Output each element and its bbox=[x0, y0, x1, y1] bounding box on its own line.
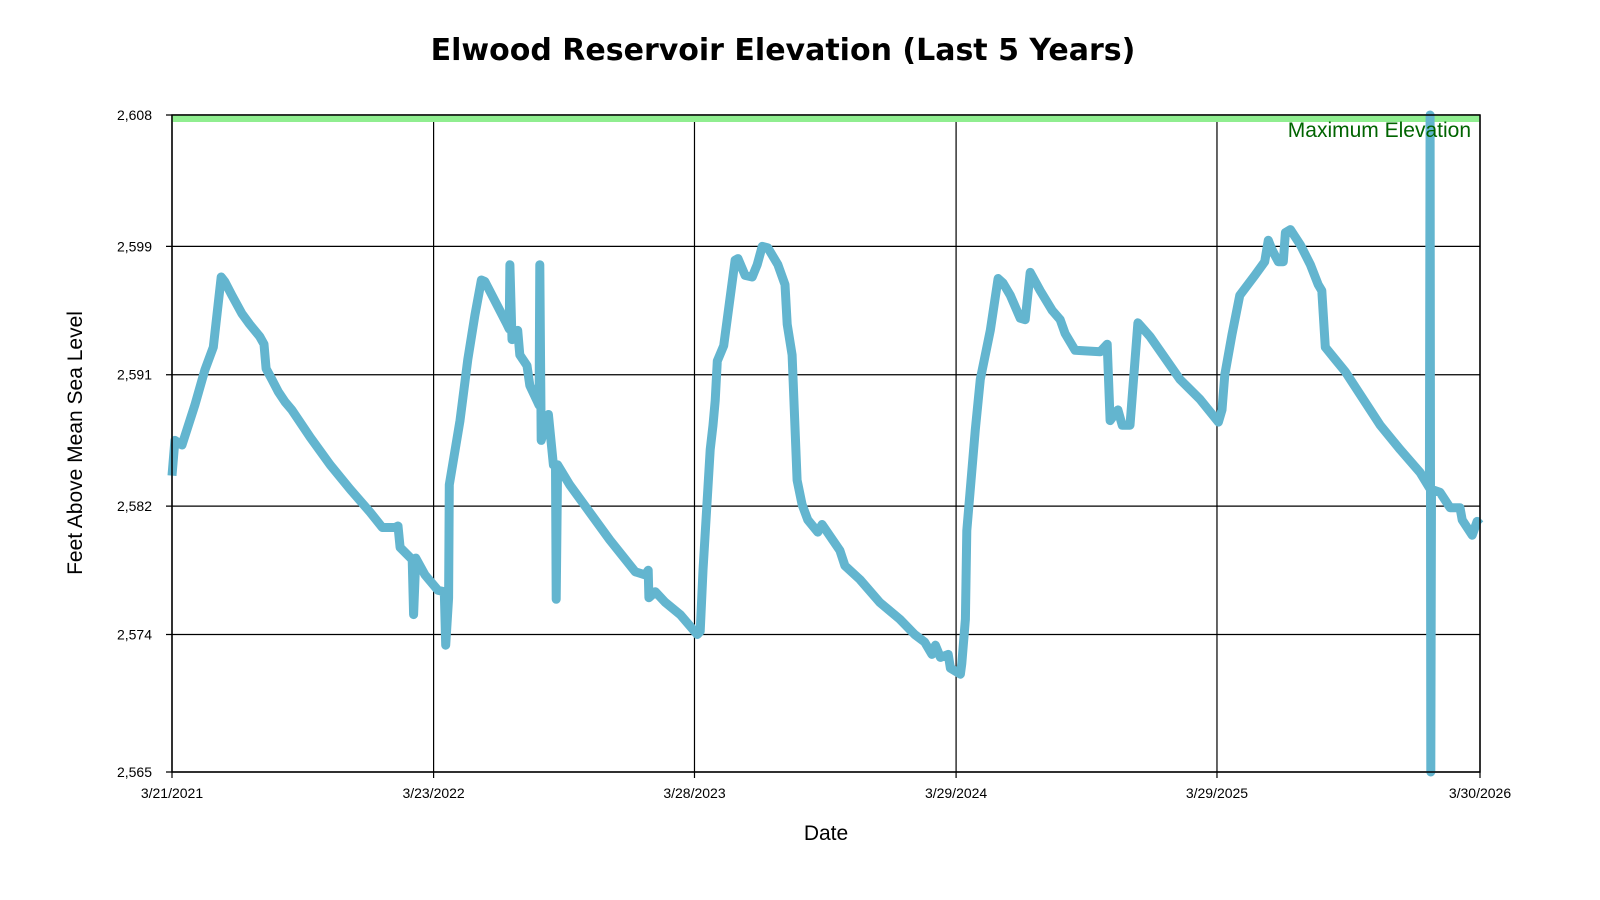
y-tick-label: 2,591 bbox=[117, 367, 152, 383]
y-axis-ticks: 2,565 2,574 2,582 2,591 2,599 2,608 bbox=[117, 107, 152, 780]
x-axis-ticks: 3/21/2021 3/23/2022 3/28/2023 3/29/2024 3/29… bbox=[141, 785, 1511, 801]
x-tick-label: 3/23/2022 bbox=[402, 785, 464, 801]
maximum-elevation-label: Maximum Elevation bbox=[1288, 119, 1471, 142]
x-tick-label: 3/28/2023 bbox=[663, 785, 725, 801]
x-tick-label: 3/30/2026 bbox=[1449, 785, 1511, 801]
y-tick-label: 2,574 bbox=[117, 626, 152, 642]
elevation-series-line bbox=[167, 110, 1484, 777]
y-tick-label: 2,582 bbox=[117, 498, 152, 514]
x-tick-label: 3/29/2024 bbox=[925, 785, 987, 801]
x-tick-label: 3/29/2025 bbox=[1186, 785, 1248, 801]
x-tick-label: 3/21/2021 bbox=[141, 785, 203, 801]
grid bbox=[166, 114, 1481, 778]
y-tick-label: 2,565 bbox=[117, 764, 152, 780]
chart-title: Elwood Reservoir Elevation (Last 5 Years… bbox=[431, 33, 1136, 68]
x-axis-label: Date bbox=[804, 822, 848, 845]
y-tick-label: 2,599 bbox=[117, 238, 152, 254]
y-axis-label: Feet Above Mean Sea Level bbox=[64, 311, 87, 575]
y-tick-label: 2,608 bbox=[117, 107, 152, 123]
plot-frame bbox=[171, 114, 1481, 773]
